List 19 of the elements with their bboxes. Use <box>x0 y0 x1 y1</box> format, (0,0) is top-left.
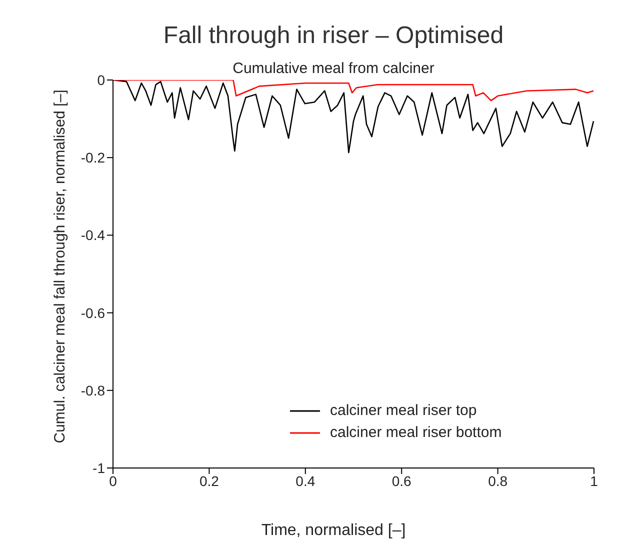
x-tick-label: 0 <box>109 472 118 489</box>
y-tick-label: -0.2 <box>80 150 106 166</box>
y-axis-title: Cumul. calciner meal fall through riser, normalised [–] <box>52 88 68 446</box>
y-tick-label: -0.6 <box>80 304 106 321</box>
x-tick-label: 1 <box>590 472 598 489</box>
x-tick-label: 0.2 <box>199 472 220 489</box>
chart-title: Fall through in riser – Optimised <box>162 22 505 50</box>
y-tick-label: -0.8 <box>80 382 106 398</box>
y-tick-label: -0.4 <box>80 227 106 244</box>
legend-label: calciner meal riser top <box>330 401 477 421</box>
x-tick-label: 0.6 <box>392 472 412 489</box>
x-axis-title: Time, normalised [–] <box>260 522 407 540</box>
x-tick-label: 0.4 <box>296 472 316 489</box>
y-tick-label: 0 <box>97 72 106 88</box>
x-tick-label: 0.8 <box>488 472 508 489</box>
legend-label: calciner meal riser bottom <box>330 423 502 443</box>
line-series <box>113 80 594 102</box>
y-tick-label: -1 <box>92 460 106 476</box>
chart-subtitle: Cumulative meal from calciner <box>232 60 434 77</box>
